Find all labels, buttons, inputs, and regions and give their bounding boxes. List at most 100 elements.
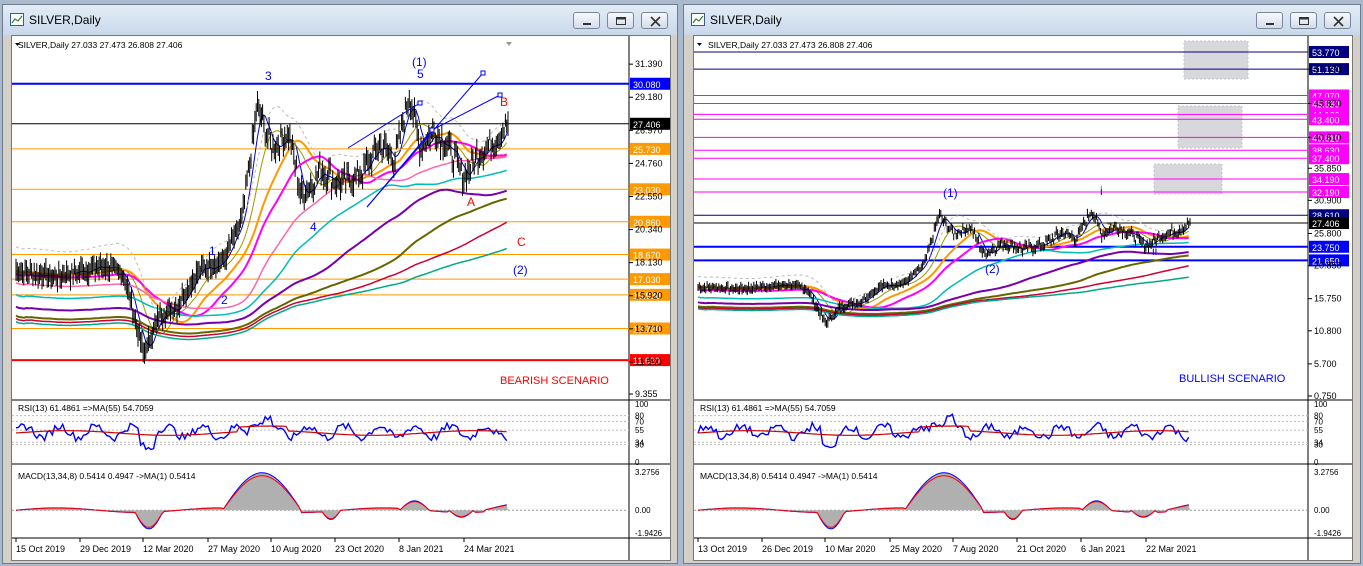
window-title: SILVER,Daily bbox=[710, 13, 782, 27]
window-titlebar[interactable]: SILVER,Daily bbox=[3, 5, 677, 35]
level-price-tag bbox=[1309, 97, 1349, 110]
rsi-ma-line bbox=[15, 425, 507, 436]
level-price-label: 43.400 bbox=[1312, 115, 1340, 125]
wave-label: (1) bbox=[412, 55, 427, 69]
rsi-tick-label: 80 bbox=[635, 412, 644, 421]
level-price-label: 11.620 bbox=[633, 356, 660, 366]
date-tick-label: 23 Oct 2020 bbox=[335, 544, 384, 554]
chart-window-icon bbox=[10, 13, 24, 26]
shift-marker-icon[interactable] bbox=[506, 42, 512, 46]
level-price-tag bbox=[1309, 217, 1349, 230]
level-price-label: 15.980 bbox=[633, 291, 661, 301]
minimize-button[interactable] bbox=[1256, 12, 1283, 29]
macd-histogram bbox=[698, 472, 1190, 529]
rsi-tick-label: 30 bbox=[1314, 441, 1323, 450]
price-chart[interactable]: 53.77051.13047.07045.83044.16043.40040.6… bbox=[694, 36, 1353, 561]
level-price-label: 18.670 bbox=[633, 251, 661, 261]
target-zone-box[interactable] bbox=[1183, 40, 1249, 80]
ohlc-header: SILVER,Daily 27.033 27.473 26.808 27.406 bbox=[708, 40, 873, 50]
level-price-label: 27.406 bbox=[633, 120, 661, 130]
target-zone-box[interactable] bbox=[1177, 105, 1243, 149]
macd-signal-line bbox=[697, 475, 1189, 528]
moving-average-line bbox=[15, 197, 507, 335]
level-price-tag bbox=[1309, 173, 1349, 186]
level-price-tag bbox=[630, 77, 670, 90]
level-price-label: 53.770 bbox=[1312, 48, 1340, 58]
price-tick-label: 5.700 bbox=[1314, 359, 1337, 369]
level-price-tag bbox=[630, 117, 670, 130]
dropdown-arrow-icon[interactable] bbox=[697, 43, 702, 46]
rsi-line bbox=[15, 414, 508, 451]
macd-signal-line bbox=[15, 475, 507, 528]
chart-window-bearish[interactable]: SILVER,Daily 30.080 27.406 25.730 23.030 20.… bbox=[2, 4, 678, 564]
price-tick-label: 10.800 bbox=[1314, 326, 1342, 336]
macd-tick-label: -1.9426 bbox=[1314, 529, 1342, 538]
chart-area[interactable]: 30.080 27.406 25.730 23.030 20.860 18.670 17.0… bbox=[11, 35, 671, 561]
close-button[interactable] bbox=[1324, 12, 1351, 29]
date-tick-label: 12 Mar 2020 bbox=[143, 544, 194, 554]
trend-anchor-handle[interactable] bbox=[429, 127, 435, 133]
wave-label: 5 bbox=[417, 67, 424, 81]
moving-average-line bbox=[15, 247, 507, 341]
date-tick-label: 27 May 2020 bbox=[208, 544, 260, 554]
price-tick-label: 0.750 bbox=[1314, 391, 1337, 401]
close-button[interactable] bbox=[641, 12, 668, 29]
price-tick-label: 20.340 bbox=[635, 225, 663, 235]
maximize-button[interactable] bbox=[607, 12, 634, 29]
moving-average-line bbox=[15, 169, 507, 317]
moving-average-line bbox=[697, 212, 1189, 305]
chart-area[interactable]: 53.77051.13047.07045.83044.16043.40040.6… bbox=[693, 35, 1353, 561]
maximize-button[interactable] bbox=[1290, 12, 1317, 29]
level-price-tag bbox=[630, 288, 670, 301]
rsi-tick-label: 100 bbox=[1314, 400, 1328, 409]
level-price-tag bbox=[1309, 45, 1349, 58]
level-price-label: 38.630 bbox=[1312, 146, 1340, 156]
level-price-label: 21.650 bbox=[1312, 256, 1340, 266]
level-price-tag bbox=[630, 183, 670, 196]
rsi-label: RSI(13) 61.4861 =>MA(55) 54.7059 bbox=[700, 403, 836, 413]
chart-window-bullish[interactable]: SILVER,Daily 53.77051.13047.07045.83044.… bbox=[683, 4, 1361, 564]
date-tick-label: 26 Dec 2019 bbox=[762, 544, 813, 554]
moving-average-line bbox=[697, 276, 1189, 318]
window-titlebar[interactable]: SILVER,Daily bbox=[684, 5, 1360, 35]
trend-channel-line bbox=[347, 102, 421, 149]
price-tick-label: 26.970 bbox=[635, 125, 663, 135]
level-price-tag bbox=[630, 273, 670, 286]
rsi-tick-label: 70 bbox=[635, 417, 644, 426]
date-tick-label: 10 Mar 2020 bbox=[825, 544, 876, 554]
trend-channel-line bbox=[366, 129, 433, 208]
rsi-tick-label: 30 bbox=[635, 441, 644, 450]
date-tick-label: 22 Mar 2021 bbox=[1146, 544, 1197, 554]
level-price-label: 32.190 bbox=[1312, 188, 1340, 198]
date-tick-label: 10 Aug 2020 bbox=[271, 544, 322, 554]
price-tick-label: 22.550 bbox=[635, 191, 663, 201]
level-price-tag bbox=[1309, 113, 1349, 126]
price-chart[interactable]: 30.080 27.406 25.730 23.030 20.860 18.670 17.0… bbox=[12, 36, 671, 561]
dropdown-arrow-icon[interactable] bbox=[15, 43, 20, 46]
trend-anchor-handle[interactable] bbox=[497, 92, 503, 98]
moving-average-line bbox=[15, 221, 508, 338]
price-tick-label: 31.390 bbox=[635, 59, 663, 69]
price-tick-label: 25.800 bbox=[1314, 228, 1342, 238]
level-price-label: 30.080 bbox=[633, 80, 661, 90]
level-price-label: 27.406 bbox=[1312, 219, 1340, 229]
level-price-tag bbox=[1309, 131, 1349, 144]
moving-average-line bbox=[15, 155, 507, 310]
trend-anchor-handle[interactable] bbox=[417, 100, 423, 106]
level-price-label: 40.610 bbox=[1312, 133, 1340, 143]
wave-label: (1) bbox=[943, 186, 958, 200]
price-tick-label: 45.830 bbox=[1314, 98, 1342, 108]
level-price-tag bbox=[630, 354, 670, 367]
price-bars[interactable] bbox=[697, 208, 1191, 328]
level-price-label: 45.830 bbox=[1312, 99, 1340, 109]
moving-average-line bbox=[15, 99, 508, 311]
price-bars[interactable] bbox=[15, 90, 509, 364]
wave-label: 2 bbox=[221, 293, 228, 307]
wave-label: 4 bbox=[310, 220, 317, 234]
level-price-label: 23.030 bbox=[633, 185, 661, 195]
scenario-label: BULLISH SCENARIO bbox=[1179, 373, 1286, 385]
minimize-button[interactable] bbox=[573, 12, 600, 29]
trend-anchor-handle[interactable] bbox=[480, 70, 486, 76]
level-price-label: 23.750 bbox=[1312, 243, 1340, 253]
price-tick-label: 40.610 bbox=[1314, 132, 1342, 142]
